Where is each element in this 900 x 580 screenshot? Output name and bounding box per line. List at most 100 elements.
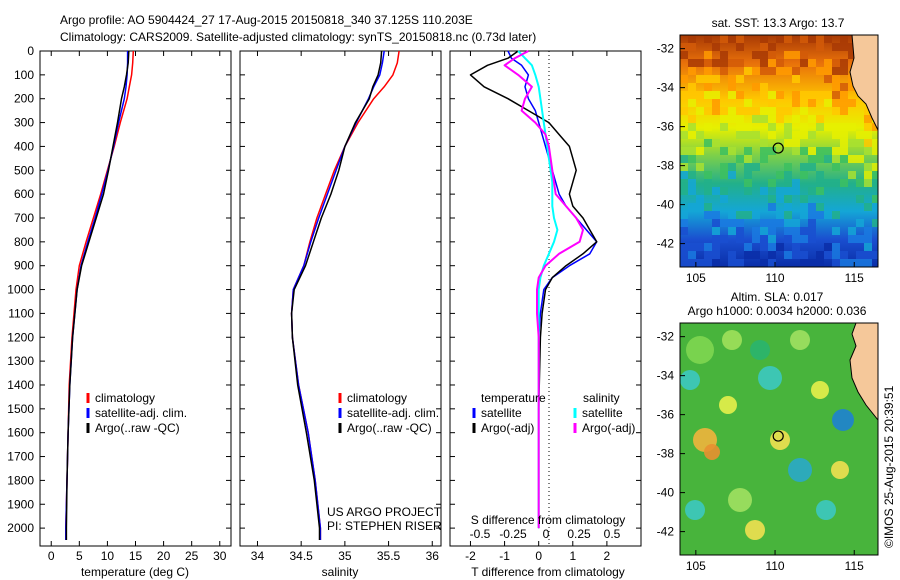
project-label: US ARGO PROJECT — [327, 505, 442, 519]
y-tick-label: -34 — [657, 81, 675, 95]
sla-map-title: Altim. SLA: 0.017 — [731, 290, 824, 304]
imos-timestamp: ©IMOS 25-Aug-2015 20:39:51 — [882, 385, 896, 548]
difference-xlabel: T difference from climatology — [471, 565, 625, 579]
x-tick-label: 2 — [604, 549, 611, 563]
legend-label: Argo(-adj) — [582, 421, 635, 435]
legend-label: satellite — [481, 406, 522, 420]
y-tick-label: -40 — [657, 198, 675, 212]
x-tick-label: 15 — [129, 549, 143, 563]
series-line-3 — [503, 50, 584, 529]
x-tick-label: 34 — [251, 549, 265, 563]
sla-map-subtitle: Argo h1000: 0.0034 h2000: 0.036 — [688, 304, 867, 318]
y-tick-label: 600 — [14, 187, 34, 201]
temperature-panel: 0100200300400500600700800900100011001200… — [7, 44, 641, 579]
legend-label: climatology — [347, 391, 407, 405]
y-tick-label: -38 — [657, 447, 675, 461]
y-tick-label: 1000 — [7, 283, 34, 297]
legend-label: satellite — [582, 406, 623, 420]
difference-x-axis: -2 -1 0 1 2 -0.5 -0.25 0 0.25 0.5 — [465, 51, 621, 563]
legend-label: climatology — [95, 391, 155, 405]
sst-map-title: sat. SST: 13.3 Argo: 13.7 — [712, 16, 845, 30]
series-line-1 — [469, 50, 598, 529]
x-tick-label: 20 — [157, 549, 171, 563]
top-x-tick-label: 0 — [543, 527, 550, 541]
temperature-series — [65, 50, 135, 540]
y-tick-label: 1400 — [7, 378, 34, 392]
y-tick-label: -42 — [657, 525, 675, 539]
series-line-2 — [290, 50, 383, 540]
difference-panel: -2 -1 0 1 2 -0.5 -0.25 0 0.25 0.5 T difference fr… — [449, 50, 642, 579]
salinity-axes-frame — [239, 50, 442, 547]
legend-label: Argo(..raw -QC) — [347, 421, 432, 435]
y-tick-label: 100 — [14, 68, 34, 82]
x-tick-label: 30 — [213, 549, 227, 563]
x-tick-label: 25 — [185, 549, 199, 563]
y-tick-label: 2000 — [7, 521, 34, 535]
difference-axes-frame — [449, 50, 642, 547]
x-tick-label: 110 — [765, 559, 784, 573]
x-tick-label: 105 — [686, 559, 706, 573]
y-tick-label: 900 — [14, 259, 34, 273]
series-line-2 — [517, 50, 559, 529]
sst-heatmap — [680, 35, 878, 267]
legend-label: satellite-adj. clim. — [347, 406, 439, 420]
top-x-tick-label: -0.25 — [499, 527, 527, 541]
y-tick-label: -32 — [657, 330, 675, 344]
y-tick-label: 1700 — [7, 450, 34, 464]
series-line-0 — [290, 50, 400, 540]
legend-title: salinity — [583, 391, 620, 405]
legend-label: Argo(-adj) — [481, 421, 534, 435]
difference-legend: temperature salinitysatelliteArgo(-adj)sa… — [472, 391, 635, 435]
sst-map-axes: 105 110 115 -32 -34 -36 -38 -40 -42 — [657, 42, 864, 285]
x-tick-label: 1 — [569, 549, 576, 563]
y-tick-label: -40 — [657, 486, 675, 500]
temperature-xlabel: temperature (deg C) — [81, 565, 189, 579]
y-tick-label: 300 — [14, 116, 34, 130]
y-tick-label: 800 — [14, 235, 34, 249]
sla-map-frame — [679, 322, 879, 556]
y-tick-label: 1600 — [7, 426, 34, 440]
top-x-tick-label: -0.5 — [470, 527, 491, 541]
y-tick-label: -32 — [657, 42, 675, 56]
legend-title: temperature — [481, 391, 546, 405]
sst-map-frame — [679, 34, 879, 268]
y-tick-label: 1200 — [7, 330, 34, 344]
y-tick-label: -38 — [657, 159, 675, 173]
y-tick-label: 500 — [14, 163, 34, 177]
x-tick-label: 0 — [535, 549, 542, 563]
coastline-land — [849, 323, 878, 421]
header-line-2: Climatology: CARS2009. Satellite-adjuste… — [60, 30, 536, 44]
temperature-x-axis: 0 5 10 15 20 25 30 — [48, 51, 227, 563]
coastline-land — [849, 35, 878, 131]
y-tick-label: -34 — [657, 369, 675, 383]
salinity-panel: 34 34.5 35 35.5 36 salinity climatologysatel… — [239, 50, 442, 579]
salinity-x-axis: 34 34.5 35 35.5 36 — [251, 51, 439, 563]
x-tick-label: 0 — [48, 549, 55, 563]
sla-heatmap — [680, 323, 878, 555]
salinity-xlabel: salinity — [322, 565, 359, 579]
y-tick-label: 1900 — [7, 497, 34, 511]
legend-label: satellite-adj. clim. — [95, 406, 187, 420]
y-tick-label: 1500 — [7, 402, 34, 416]
y-tick-label: -36 — [657, 408, 675, 422]
x-tick-label: 35.5 — [377, 549, 401, 563]
y-tick-label: 1800 — [7, 473, 34, 487]
x-tick-label: 110 — [765, 271, 784, 285]
pi-label: PI: STEPHEN RISER — [327, 519, 442, 533]
series-line-0 — [507, 50, 598, 529]
y-tick-label: 1100 — [8, 306, 34, 320]
top-x-tick-label: 0.5 — [604, 527, 621, 541]
y-tick-label: 400 — [14, 139, 34, 153]
x-tick-label: 35 — [338, 549, 352, 563]
header-line-1: Argo profile: AO 5904424_27 17-Aug-2015 … — [60, 13, 473, 27]
series-line-1 — [290, 50, 385, 540]
temperature-axes-frame — [39, 50, 232, 547]
x-tick-label: 10 — [101, 549, 115, 563]
sla-map-axes: 105 110 115 -32 -34 -36 -38 -40 -42 — [657, 330, 864, 573]
top-x-tick-label: 0.25 — [567, 527, 591, 541]
y-tick-label: -36 — [657, 120, 675, 134]
x-tick-label: 115 — [845, 271, 864, 285]
